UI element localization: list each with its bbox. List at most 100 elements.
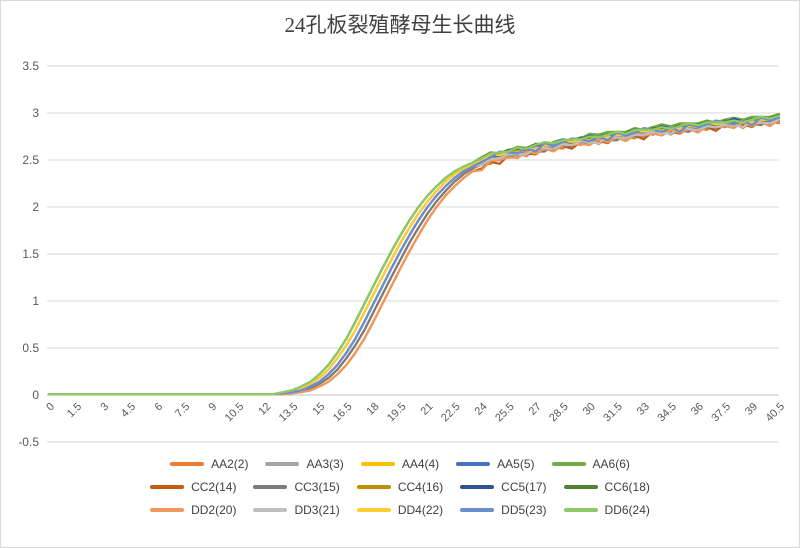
legend-item: DD5(23): [460, 503, 547, 517]
x-tick-label: 21: [418, 401, 435, 418]
series-line-cc315: [47, 118, 781, 396]
legend-line-swatch: [265, 462, 300, 466]
legend-label: DD4(22): [397, 503, 444, 517]
x-tick-label: 25.5: [493, 401, 517, 425]
legend-row: AA2(2) AA3(3) AA4(4) AA5(5) AA6(6): [170, 457, 630, 471]
legend-row: CC2(14) CC3(15) CC4(16) CC5(17) CC6(18): [150, 480, 650, 494]
x-tick-label: 36: [689, 401, 706, 418]
legend-item: DD2(20): [150, 503, 236, 517]
legend-line-swatch: [170, 462, 205, 466]
x-tick-label: 34.5: [655, 401, 679, 425]
legend-label: AA4(4): [401, 457, 440, 471]
chart-title: 24孔板裂殖酵母生长曲线: [284, 13, 516, 37]
series-line-dd624: [47, 114, 781, 396]
x-tick-label: 7.5: [173, 401, 192, 420]
x-tick-label: 30: [581, 401, 598, 418]
legend-line-swatch: [253, 508, 288, 512]
legend-line-swatch: [456, 462, 491, 466]
x-tick-label: 6: [152, 401, 165, 414]
y-tick-label: 0.5: [22, 341, 39, 355]
x-tick-label: 9: [207, 401, 220, 414]
legend-item: CC5(17): [460, 480, 547, 494]
x-tick-label: 16.5: [331, 401, 355, 425]
legend-item: CC4(16): [356, 480, 444, 494]
legend-label: AA5(5): [497, 457, 535, 471]
x-tick-label: 18: [364, 401, 381, 418]
legend-label: CC6(18): [604, 480, 650, 494]
x-tick-label: 24: [473, 401, 490, 418]
x-tick-label: 12: [256, 401, 273, 418]
legend-line-swatch: [360, 462, 395, 466]
y-tick-label: 1: [32, 294, 39, 308]
legend-label: DD6(24): [604, 503, 650, 517]
legend-item: CC6(18): [563, 480, 650, 494]
legend-item: AA5(5): [456, 457, 535, 471]
x-tick-label: 4.5: [119, 401, 138, 420]
y-tick-label: 1.5: [22, 247, 39, 261]
legend-line-swatch: [460, 508, 495, 512]
legend-label: CC3(15): [294, 480, 340, 494]
series-line-dd523: [47, 116, 781, 396]
y-tick-label: 2.5: [22, 153, 39, 167]
legend-label: AA2(2): [211, 457, 249, 471]
legend-item: AA6(6): [551, 457, 630, 471]
x-tick-label: 31.5: [601, 401, 625, 425]
legend-item: CC2(14): [150, 480, 236, 494]
legend-line-swatch: [253, 485, 288, 489]
x-tick-label: 39: [743, 401, 760, 418]
y-tick-label: 0: [32, 388, 39, 402]
x-tick-label: 37.5: [709, 401, 733, 425]
legend-item: DD6(24): [563, 503, 650, 517]
legend-line-swatch: [551, 462, 586, 466]
x-tick-label: 33: [635, 401, 652, 418]
y-tick-label: 3: [32, 106, 39, 120]
series-line-aa22: [47, 120, 781, 396]
legend-label: CC2(14): [191, 480, 237, 494]
series-line-aa55: [47, 115, 781, 396]
x-tick-label: 15: [310, 401, 327, 418]
x-tick-label: 40.5: [763, 401, 787, 425]
legend-label: DD3(21): [294, 503, 340, 517]
legend-line-swatch: [563, 485, 598, 489]
legend-item: DD4(22): [356, 503, 444, 517]
x-tick-label: 28.5: [547, 401, 571, 425]
series-line-dd220: [47, 118, 781, 396]
y-tick-label: 3.5: [22, 59, 39, 73]
y-tick-label: -0.5: [18, 435, 39, 449]
legend-item: CC3(15): [253, 480, 340, 494]
x-tick-label: 1.5: [65, 401, 84, 420]
legend-label: AA6(6): [592, 457, 630, 471]
x-tick-label: 0: [44, 401, 57, 414]
legend-item: AA4(4): [360, 457, 440, 471]
x-tick-label: 3: [98, 401, 111, 414]
legend-row: DD2(20) DD3(21) DD4(22) DD5(23) DD6(24): [150, 503, 650, 517]
legend-label: AA3(3): [306, 457, 344, 471]
legend-label: DD2(20): [191, 503, 237, 517]
series-line-dd321: [47, 118, 781, 396]
legend-label: DD5(23): [501, 503, 547, 517]
x-tick-label: 27: [527, 401, 544, 418]
x-tick-label: 13.5: [277, 401, 301, 425]
legend-line-swatch: [563, 508, 598, 512]
growth-curve-plot-area: -0.500.511.522.533.50 1.5 3 4.5 6 7.5 9 10.5 12 1…: [18, 59, 787, 449]
y-tick-label: 2: [32, 200, 39, 214]
legend-line-swatch: [356, 485, 391, 489]
legend-line-swatch: [356, 508, 391, 512]
series-line-cc214: [47, 119, 781, 396]
legend-label: CC4(16): [397, 480, 444, 494]
x-tick-label: 22.5: [439, 401, 463, 425]
legend-line-swatch: [150, 485, 185, 489]
legend-item: AA3(3): [265, 457, 344, 471]
x-tick-label: 10.5: [223, 401, 247, 425]
series-line-cc517: [47, 114, 781, 396]
series-line-dd422: [47, 114, 781, 396]
legend-line-swatch: [460, 485, 495, 489]
legend-item: DD3(21): [253, 503, 340, 517]
chart-legend: AA2(2) AA3(3) AA4(4) AA5(5) AA6(6) CC2(14) CC3…: [1, 457, 799, 517]
legend-item: AA2(2): [170, 457, 248, 471]
x-tick-label: 19.5: [385, 401, 409, 425]
legend-label: CC5(17): [501, 480, 547, 494]
series-line-cc416: [47, 116, 781, 396]
series-line-aa33: [47, 119, 781, 396]
